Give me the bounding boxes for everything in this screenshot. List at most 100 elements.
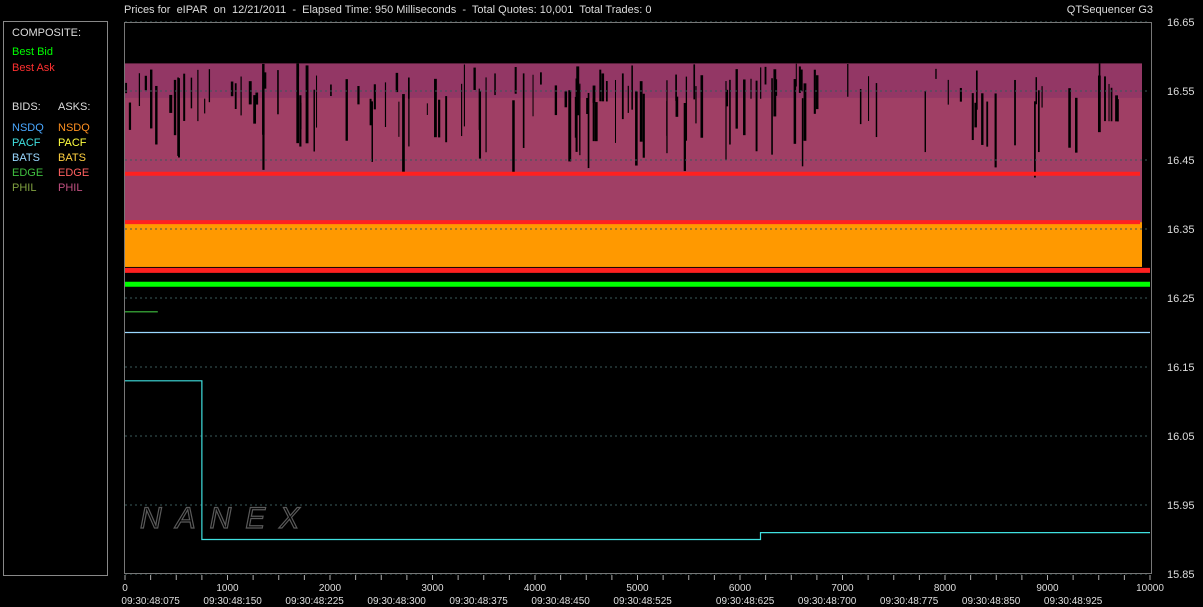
band-gap bbox=[296, 63, 300, 144]
band-gap bbox=[395, 72, 399, 93]
band-gap bbox=[627, 85, 629, 113]
legend-ask-bats: BATS bbox=[58, 152, 86, 164]
time-tick-label: 09:30:48:850 bbox=[962, 596, 1021, 607]
y-tick-label: 16.35 bbox=[1167, 224, 1195, 236]
band-gap bbox=[795, 63, 797, 87]
time-tick-label: 09:30:48:150 bbox=[203, 596, 262, 607]
band-gap bbox=[675, 96, 679, 117]
band-gap bbox=[683, 102, 686, 172]
time-tick-label: 09:30:48:700 bbox=[798, 596, 857, 607]
x-tick-label: 4000 bbox=[524, 583, 547, 594]
legend-bid-bats: BATS bbox=[12, 152, 40, 164]
band-gap bbox=[587, 92, 590, 169]
band-gap bbox=[1068, 88, 1071, 148]
band-gap bbox=[197, 69, 199, 122]
band-gap bbox=[859, 88, 862, 125]
title-bar: Prices for eIPAR on 12/21/2011 - Elapsed… bbox=[0, 0, 1203, 22]
band-gap bbox=[847, 63, 849, 97]
band-gap bbox=[330, 84, 332, 97]
band-gap bbox=[642, 93, 645, 158]
band-gap bbox=[522, 73, 525, 148]
band-gap bbox=[264, 72, 267, 89]
band-gap bbox=[803, 83, 807, 141]
band-gap bbox=[299, 95, 302, 147]
x-tick-label: 3000 bbox=[421, 583, 444, 594]
band-gap bbox=[138, 73, 141, 107]
x-tick-label: 10000 bbox=[1136, 583, 1164, 594]
band-gap bbox=[875, 83, 878, 138]
band-gap bbox=[1115, 95, 1118, 122]
band-gap bbox=[234, 83, 237, 109]
legend-bid-edge: EDGE bbox=[12, 167, 44, 179]
band-gap bbox=[743, 79, 746, 136]
band-gap bbox=[1014, 79, 1016, 146]
legend-ask-edge: EDGE bbox=[58, 167, 90, 179]
band-gap bbox=[1034, 101, 1036, 178]
band-gap bbox=[369, 98, 372, 126]
legend-bid-phil: PHIL bbox=[12, 182, 37, 194]
y-tick-label: 15.85 bbox=[1167, 569, 1195, 581]
x-tick-label: 2000 bbox=[319, 583, 342, 594]
watermark: NANEX bbox=[140, 502, 313, 535]
band-gap bbox=[773, 69, 777, 117]
y-tick-label: 15.95 bbox=[1167, 500, 1195, 512]
band-gap bbox=[173, 79, 177, 136]
x-tick-label: 7000 bbox=[831, 583, 854, 594]
band-gap bbox=[1117, 99, 1119, 122]
band-gap bbox=[540, 72, 542, 85]
y-tick-label: 16.25 bbox=[1167, 293, 1195, 305]
band-gap bbox=[959, 87, 962, 102]
band-gap bbox=[512, 100, 515, 176]
band-gap bbox=[666, 101, 668, 136]
time-tick-label: 09:30:48:775 bbox=[880, 596, 939, 607]
band-gap bbox=[924, 91, 926, 153]
band-gap bbox=[408, 86, 410, 147]
time-tick-label: 09:30:48:075 bbox=[121, 596, 180, 607]
band-gap bbox=[313, 89, 315, 152]
band-gap bbox=[693, 64, 696, 100]
band-0 bbox=[125, 222, 1142, 267]
band-gap bbox=[190, 77, 193, 109]
band-gap bbox=[445, 96, 448, 143]
y-tick-label: 16.05 bbox=[1167, 431, 1195, 443]
legend-panel: COMPOSITE: Best Bid Best Ask BIDS: ASKS:… bbox=[3, 21, 108, 576]
band-gap bbox=[735, 69, 738, 129]
x-tick-label: 9000 bbox=[1036, 583, 1059, 594]
band-gap bbox=[277, 70, 279, 115]
x-tick-label: 1000 bbox=[216, 583, 239, 594]
band-gap bbox=[614, 79, 617, 143]
band-gap bbox=[315, 75, 318, 128]
x-tick-label: 8000 bbox=[934, 583, 957, 594]
band-gap bbox=[798, 66, 801, 93]
band-gap bbox=[801, 98, 804, 167]
band-gap bbox=[230, 81, 234, 97]
y-tick-label: 16.65 bbox=[1167, 17, 1195, 29]
band-gap bbox=[700, 75, 704, 138]
app-name: QTSequencer G3 bbox=[1066, 4, 1153, 16]
band-gap bbox=[771, 78, 773, 155]
band-gap bbox=[253, 95, 257, 124]
band-gap bbox=[760, 67, 762, 99]
band-gap bbox=[755, 80, 758, 152]
band-gap bbox=[764, 66, 767, 85]
band-gap bbox=[305, 65, 309, 144]
bids-heading: BIDS: bbox=[12, 101, 41, 113]
band-gap bbox=[994, 93, 997, 168]
legend-ask-nsdq: NSDQ bbox=[58, 122, 90, 134]
band-gap bbox=[485, 77, 487, 153]
band-gap bbox=[729, 79, 731, 145]
y-tick-label: 16.15 bbox=[1167, 362, 1195, 374]
band-gap bbox=[592, 85, 596, 103]
band-gap bbox=[155, 85, 158, 145]
band-gap bbox=[434, 78, 437, 138]
band-gap bbox=[1075, 97, 1078, 153]
plot-area-border bbox=[124, 22, 1152, 574]
legend-bid-nsdq: NSDQ bbox=[12, 122, 44, 134]
band-gap bbox=[514, 67, 517, 94]
time-tick-label: 09:30:48:225 bbox=[285, 596, 344, 607]
band-gap bbox=[150, 69, 153, 129]
time-tick-label: 09:30:48:525 bbox=[613, 596, 672, 607]
band-gap bbox=[1037, 90, 1040, 153]
band-gap bbox=[1104, 76, 1106, 122]
